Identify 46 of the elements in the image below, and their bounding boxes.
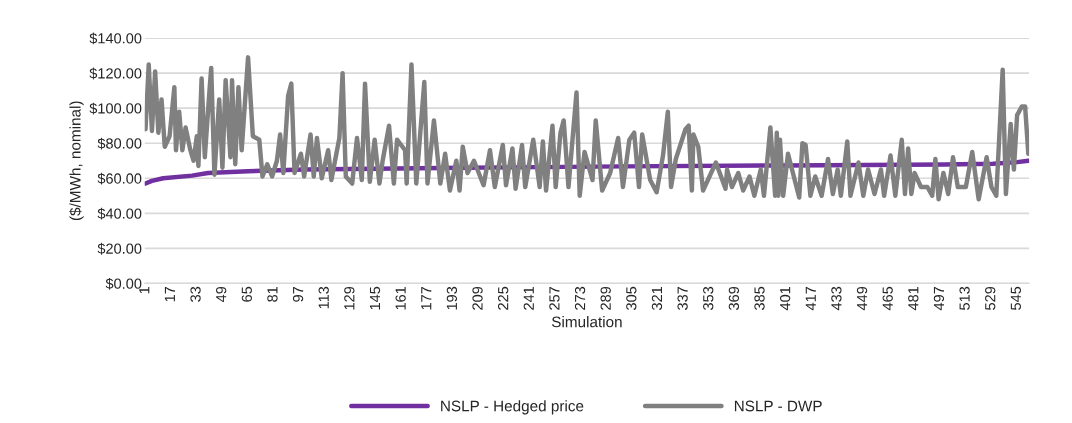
x-tick-label: 401 <box>779 286 791 311</box>
x-tick-label: 81 <box>267 286 278 302</box>
x-tick-label: 353 <box>703 286 714 310</box>
x-tick-label: 241 <box>523 286 534 310</box>
x-tick-label: 337 <box>677 286 688 310</box>
x-tick-label: 289 <box>600 286 611 310</box>
x-tick-label: 369 <box>728 286 740 310</box>
x-tick-label: 33 <box>190 286 201 302</box>
x-tick-label: 49 <box>216 286 227 303</box>
x-tick-label: 225 <box>498 286 509 310</box>
y-tick-label: $80.00 <box>97 137 142 150</box>
x-tick-label: 497 <box>933 286 945 311</box>
x-tick-label: 113 <box>318 286 329 309</box>
y-tick-label: $40.00 <box>97 207 142 220</box>
x-tick-label: 97 <box>292 286 304 302</box>
line-series <box>144 55 1030 202</box>
x-tick-label: 209 <box>472 286 483 310</box>
x-tick-label: 433 <box>831 286 842 311</box>
x-tick-label: 305 <box>626 286 637 310</box>
y-tick-label: $120.00 <box>89 67 142 80</box>
y-axis-title: ($/MWh, nominal) <box>69 101 84 221</box>
x-tick-label: 161 <box>395 286 406 310</box>
x-axis-title: Simulation <box>551 316 622 328</box>
legend-label: NSLP - DWP <box>734 400 822 412</box>
x-tick-label: 145 <box>369 286 381 310</box>
x-tick-label: 385 <box>754 286 765 310</box>
x-tick-label: 193 <box>446 286 458 310</box>
x-tick-label: 417 <box>805 286 816 311</box>
x-tick-label: 129 <box>344 286 355 310</box>
x-tick-label: 513 <box>959 286 970 310</box>
x-tick-label: 465 <box>882 286 893 311</box>
legend-label: NSLP - Hedged price <box>441 400 584 415</box>
x-tick-label: 321 <box>651 286 663 310</box>
x-tick-label: 257 <box>549 286 560 310</box>
x-tick-label: 65 <box>241 286 252 302</box>
x-tick-label: 481 <box>908 286 919 311</box>
y-tick-label: $20.00 <box>97 242 142 255</box>
x-tick-label: 545 <box>1010 286 1022 310</box>
y-tick-label: $60.00 <box>97 172 142 185</box>
x-tick-label: 273 <box>574 286 586 310</box>
x-tick-label: 529 <box>985 286 996 310</box>
x-tick-label: 177 <box>421 286 432 310</box>
x-tick-label: 17 <box>164 286 175 302</box>
y-tick-label: $140.00 <box>89 32 142 45</box>
x-tick-label: 449 <box>856 286 868 311</box>
y-tick-label: $100.00 <box>89 102 142 115</box>
